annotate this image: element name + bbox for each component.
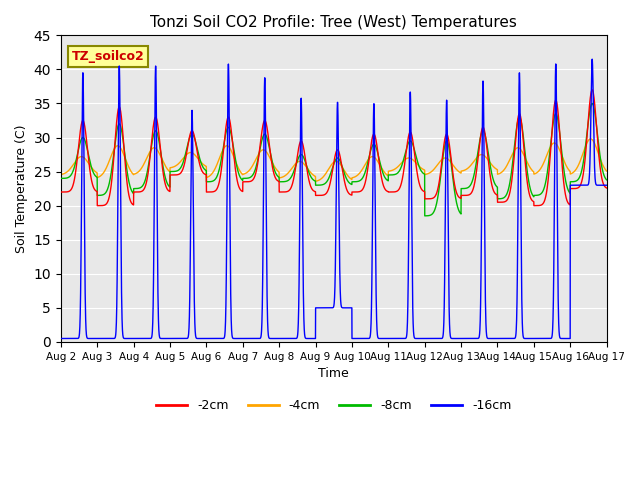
Text: TZ_soilco2: TZ_soilco2 [72, 50, 145, 63]
Y-axis label: Soil Temperature (C): Soil Temperature (C) [15, 124, 28, 253]
X-axis label: Time: Time [318, 367, 349, 380]
Title: Tonzi Soil CO2 Profile: Tree (West) Temperatures: Tonzi Soil CO2 Profile: Tree (West) Temp… [150, 15, 517, 30]
Legend: -2cm, -4cm, -8cm, -16cm: -2cm, -4cm, -8cm, -16cm [151, 394, 516, 417]
